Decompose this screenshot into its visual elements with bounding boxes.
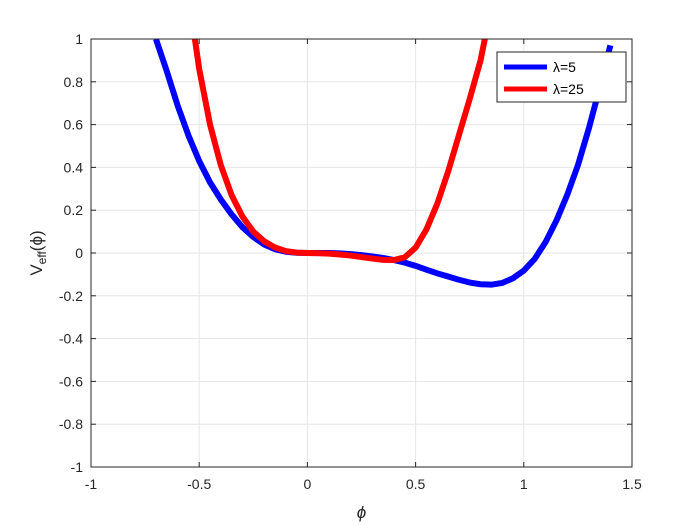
legend: λ=5 λ=25 (496, 51, 627, 103)
y-tick-label: 0.2 (64, 202, 84, 218)
y-tick-label: -0.6 (59, 373, 83, 389)
y-tick-label: -0.2 (59, 288, 83, 304)
y-tick-label: 1 (75, 31, 83, 47)
x-tick-label: 0 (304, 476, 312, 492)
legend-box (496, 51, 627, 103)
y-tick-label: 0.8 (64, 74, 84, 90)
y-axis-label-arg: (ϕ) (27, 230, 46, 251)
y-axis-label-sub: eff (35, 251, 49, 265)
tick-labels: -1 -0.5 0 0.5 1 1.5 -1 -0.8 -0.6 -0.4 -0.2 0 0.2 0.4 0… (59, 31, 642, 492)
series-layer (153, 39, 614, 288)
y-axis-label-main: V (27, 264, 46, 276)
grid (90, 38, 633, 468)
ticks (90, 38, 633, 468)
x-tick-label: 0.5 (406, 476, 426, 492)
legend-label-lambda-5: λ=5 (553, 59, 576, 75)
x-axis-label: ϕ (357, 503, 366, 522)
x-tick-label: -1 (85, 476, 98, 492)
y-tick-label: 0.4 (64, 159, 84, 175)
y-tick-label: 0 (75, 245, 83, 261)
y-axis-label: Veff(ϕ) (27, 230, 49, 275)
legend-label-lambda-25: λ=25 (553, 81, 584, 97)
x-tick-label: 1 (520, 476, 528, 492)
series-line-1 (191, 39, 488, 264)
y-tick-label: -1 (71, 459, 84, 475)
y-tick-label: -0.8 (59, 416, 83, 432)
x-tick-label: -0.5 (187, 476, 211, 492)
x-tick-label: 1.5 (622, 476, 642, 492)
y-tick-label: -0.4 (59, 331, 83, 347)
y-tick-label: 0.6 (64, 117, 84, 133)
